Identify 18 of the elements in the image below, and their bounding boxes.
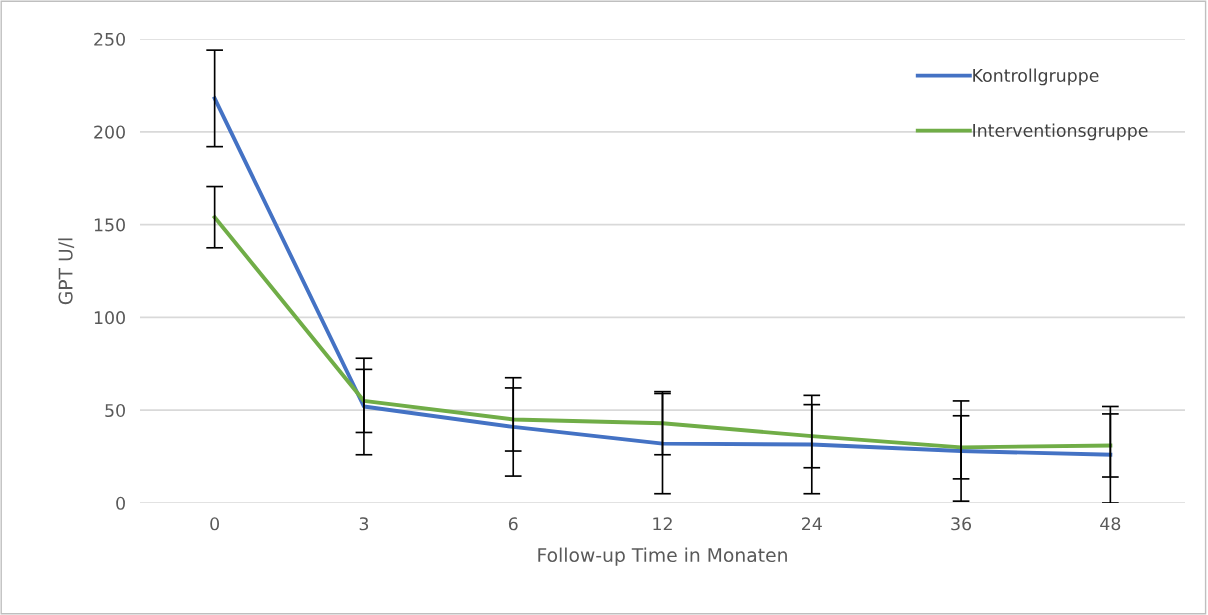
y-tick-label: 50 [105, 403, 125, 418]
x-tick-label: 48 [1100, 517, 1121, 531]
y-tick-label: 100 [94, 311, 125, 325]
x-tick-label: 12 [653, 517, 672, 531]
x-tick-label: 36 [951, 517, 972, 531]
legend-label: Interventionsgruppe [973, 123, 1148, 141]
y-tick-label: 200 [94, 125, 125, 139]
y-tick-label: 0 [116, 496, 125, 510]
legend-label: Kontrollgruppe [973, 68, 1099, 86]
y-axis-title: GPT U/l [58, 238, 75, 305]
x-axis-title: Follow-up Time in Monaten [538, 547, 787, 566]
y-tick-label: 250 [94, 32, 125, 46]
x-tick-label: 0 [210, 517, 220, 531]
line-series [212, 215, 1113, 450]
y-tick-label: 150 [94, 218, 125, 232]
x-tick-label: 24 [802, 517, 822, 531]
x-tick-label: 3 [359, 517, 369, 531]
x-tick-label: 6 [508, 517, 518, 531]
